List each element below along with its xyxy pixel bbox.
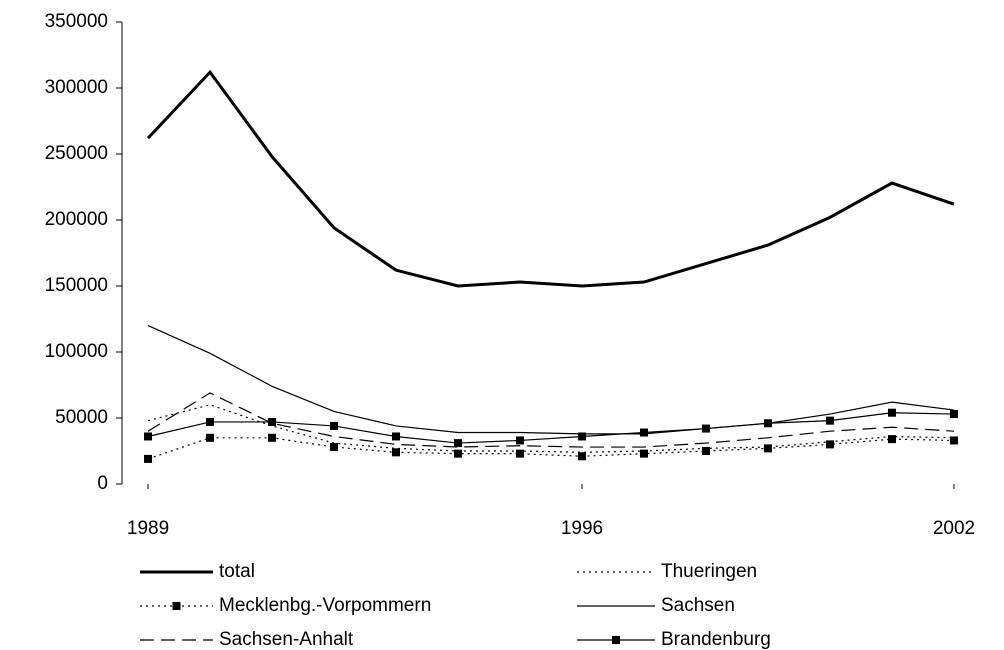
legend-marker: [612, 636, 620, 644]
marker: [206, 417, 215, 426]
marker: [763, 444, 772, 453]
marker: [392, 448, 401, 457]
series-line: [146, 69, 955, 288]
marker: [454, 449, 463, 458]
marker: [206, 433, 215, 442]
marker: [454, 439, 463, 448]
marker: [516, 436, 525, 445]
marker: [268, 417, 277, 426]
marker: [392, 432, 401, 441]
legend-label: Sachsen-Anhalt: [219, 629, 354, 650]
marker: [639, 449, 648, 458]
y-tick-label: 150000: [45, 275, 108, 296]
x-tick-label: 1989: [127, 518, 169, 539]
marker: [701, 424, 710, 433]
y-tick-label: 200000: [45, 209, 108, 230]
marker: [144, 454, 153, 463]
legend-marker: [172, 602, 181, 610]
x-tick-label: 1996: [561, 518, 603, 539]
series-line: [147, 404, 954, 453]
y-tick-label: 250000: [45, 143, 108, 164]
marker: [949, 410, 958, 419]
marker: [825, 440, 834, 449]
legend-label: Thueringen: [661, 561, 757, 582]
marker: [516, 449, 525, 458]
marker: [639, 428, 648, 437]
marker: [701, 447, 710, 455]
y-tick-label: 100000: [45, 341, 108, 362]
y-tick-label: 50000: [55, 407, 108, 428]
marker: [825, 416, 834, 425]
marker: [577, 452, 586, 461]
marker: [144, 432, 153, 441]
marker: [763, 419, 772, 428]
legend-label: Sachsen: [661, 595, 735, 616]
y-tick-label: 0: [97, 473, 108, 494]
marker: [887, 435, 896, 444]
marker: [330, 443, 339, 452]
marker: [577, 432, 586, 441]
marker: [330, 421, 339, 430]
marker: [887, 408, 896, 417]
legend-label: total: [219, 561, 255, 582]
marker: [268, 433, 277, 442]
y-tick-label: 300000: [45, 77, 108, 98]
series-line: [147, 325, 955, 435]
legend-label: Brandenburg: [661, 629, 771, 650]
x-tick-label: 2002: [933, 518, 975, 539]
series-line: [147, 412, 954, 444]
legend-label: Mecklenbg.-Vorpommern: [219, 595, 431, 616]
marker: [949, 436, 958, 445]
series-line: [147, 392, 955, 448]
y-tick-label: 350000: [45, 11, 108, 32]
